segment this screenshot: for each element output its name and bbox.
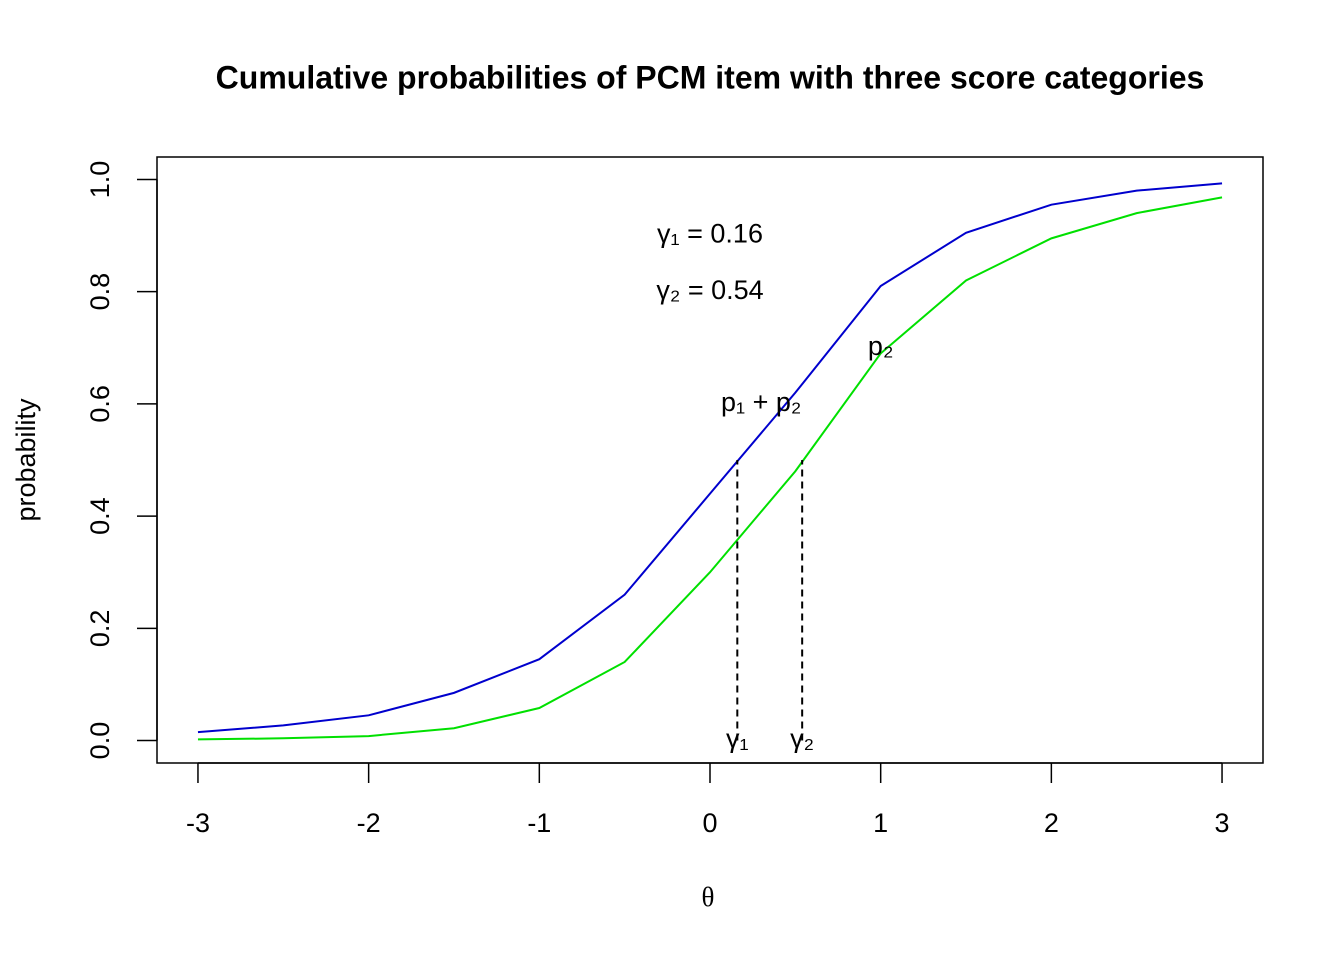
series-line <box>197 196 1223 741</box>
x-tick-label: 1 <box>873 808 888 838</box>
x-tick-label: 3 <box>1215 808 1230 838</box>
series-line <box>197 182 1223 734</box>
chart-title: Cumulative probabilities of PCM item wit… <box>216 59 1205 95</box>
y-tick-label: 0.4 <box>85 497 115 535</box>
annotation: γ₂ <box>790 724 814 754</box>
x-tick-label: -2 <box>357 808 381 838</box>
y-axis-label: probability <box>11 398 41 522</box>
annotation: γ₂ = 0.54 <box>656 275 763 305</box>
y-tick-label: 0.2 <box>85 610 115 648</box>
annotation: p₁ + p₂ <box>721 387 801 417</box>
annotation: p₂ <box>868 331 894 361</box>
y-tick-label: 1.0 <box>85 161 115 199</box>
x-tick-label: -1 <box>527 808 551 838</box>
x-axis-label: θ <box>702 882 715 912</box>
y-tick-label: 0.6 <box>85 385 115 423</box>
x-tick-label: -3 <box>186 808 210 838</box>
y-tick-label: 0.0 <box>85 722 115 760</box>
annotation: γ₁ = 0.16 <box>657 219 763 249</box>
x-tick-label: 2 <box>1044 808 1059 838</box>
annotation: γ₁ <box>726 724 749 754</box>
y-tick-label: 0.8 <box>85 273 115 311</box>
x-tick-label: 0 <box>702 808 717 838</box>
